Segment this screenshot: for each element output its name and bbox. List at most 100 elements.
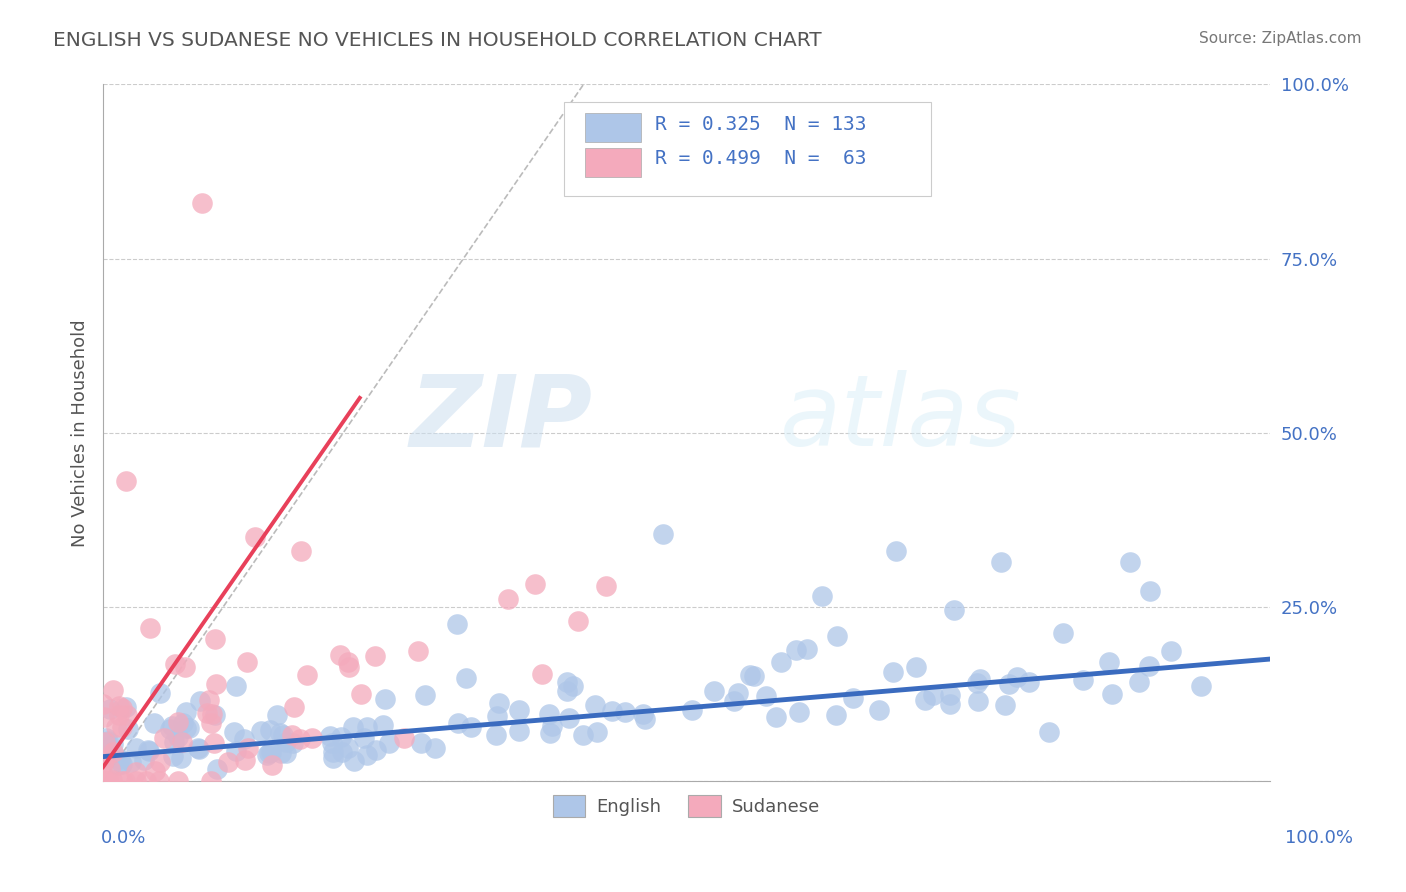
Point xyxy=(825,707,848,722)
Point xyxy=(842,691,865,706)
Point xyxy=(343,754,366,768)
FancyBboxPatch shape xyxy=(585,113,641,142)
Point xyxy=(97,733,120,747)
Point xyxy=(111,774,134,789)
Point xyxy=(321,736,343,750)
Point xyxy=(174,705,197,719)
Point xyxy=(163,735,186,749)
Point xyxy=(103,737,125,751)
Point xyxy=(406,644,429,658)
Point xyxy=(409,735,432,749)
Point xyxy=(769,655,792,669)
Point xyxy=(262,758,284,772)
Point xyxy=(139,621,162,635)
Point xyxy=(124,765,146,780)
Point xyxy=(537,706,560,721)
Point xyxy=(98,763,121,777)
Point xyxy=(868,703,890,717)
Point xyxy=(336,740,359,755)
Point xyxy=(295,667,318,681)
Point xyxy=(200,774,222,789)
Point xyxy=(94,750,117,764)
Point xyxy=(330,745,353,759)
Point xyxy=(167,715,190,730)
Y-axis label: No Vehicles in Household: No Vehicles in Household xyxy=(72,319,89,547)
Point xyxy=(1038,725,1060,739)
Point xyxy=(938,697,960,711)
Point xyxy=(162,719,184,733)
Point xyxy=(93,697,115,711)
Point xyxy=(108,708,131,723)
Point xyxy=(1018,675,1040,690)
Point xyxy=(508,703,530,717)
Point xyxy=(249,724,271,739)
Point xyxy=(124,774,146,789)
Point xyxy=(274,746,297,760)
Point xyxy=(485,728,508,742)
Point xyxy=(742,669,765,683)
Point xyxy=(967,693,990,707)
Point xyxy=(994,698,1017,712)
Point xyxy=(785,643,807,657)
Point xyxy=(107,758,129,772)
Point xyxy=(488,696,510,710)
Point xyxy=(755,689,778,703)
Point xyxy=(225,744,247,758)
Point xyxy=(703,684,725,698)
Point xyxy=(98,750,121,764)
Point xyxy=(942,603,965,617)
Point xyxy=(939,688,962,702)
Point xyxy=(138,743,160,757)
Point xyxy=(121,756,143,770)
Point xyxy=(350,687,373,701)
FancyBboxPatch shape xyxy=(585,148,641,178)
Point xyxy=(508,723,530,738)
Point xyxy=(94,731,117,746)
Point xyxy=(1189,679,1212,693)
Point xyxy=(567,614,589,628)
Point xyxy=(595,579,617,593)
Point xyxy=(446,617,468,632)
Point xyxy=(353,731,375,745)
Point xyxy=(101,745,124,759)
Point xyxy=(91,756,114,771)
Point xyxy=(111,720,134,734)
Point xyxy=(281,728,304,742)
Point xyxy=(322,745,344,759)
Point xyxy=(159,723,181,737)
Point xyxy=(273,728,295,742)
Point xyxy=(356,720,378,734)
Point xyxy=(201,707,224,722)
Point xyxy=(1128,674,1150,689)
Point xyxy=(243,530,266,544)
Point xyxy=(922,689,945,703)
Point xyxy=(163,657,186,671)
Point xyxy=(562,679,585,693)
Text: R = 0.325  N = 133: R = 0.325 N = 133 xyxy=(655,115,866,134)
Point xyxy=(100,702,122,716)
Point xyxy=(1052,626,1074,640)
Point xyxy=(486,709,509,723)
Point xyxy=(425,741,447,756)
Point xyxy=(765,709,787,723)
Point xyxy=(969,672,991,686)
Point xyxy=(224,725,246,739)
Point xyxy=(586,724,609,739)
Point xyxy=(882,665,904,679)
Text: R = 0.499  N =  63: R = 0.499 N = 63 xyxy=(655,150,866,169)
Point xyxy=(174,721,197,735)
Point xyxy=(93,774,115,789)
Point xyxy=(1139,584,1161,599)
Point xyxy=(1137,659,1160,673)
Point xyxy=(91,774,114,789)
Point xyxy=(904,660,927,674)
Point xyxy=(257,746,280,760)
Point xyxy=(197,693,219,707)
Point xyxy=(149,755,172,769)
Point xyxy=(167,730,190,744)
Point xyxy=(810,589,832,603)
Point xyxy=(162,748,184,763)
Point xyxy=(111,700,134,714)
Point xyxy=(583,698,606,712)
Point xyxy=(1071,673,1094,687)
